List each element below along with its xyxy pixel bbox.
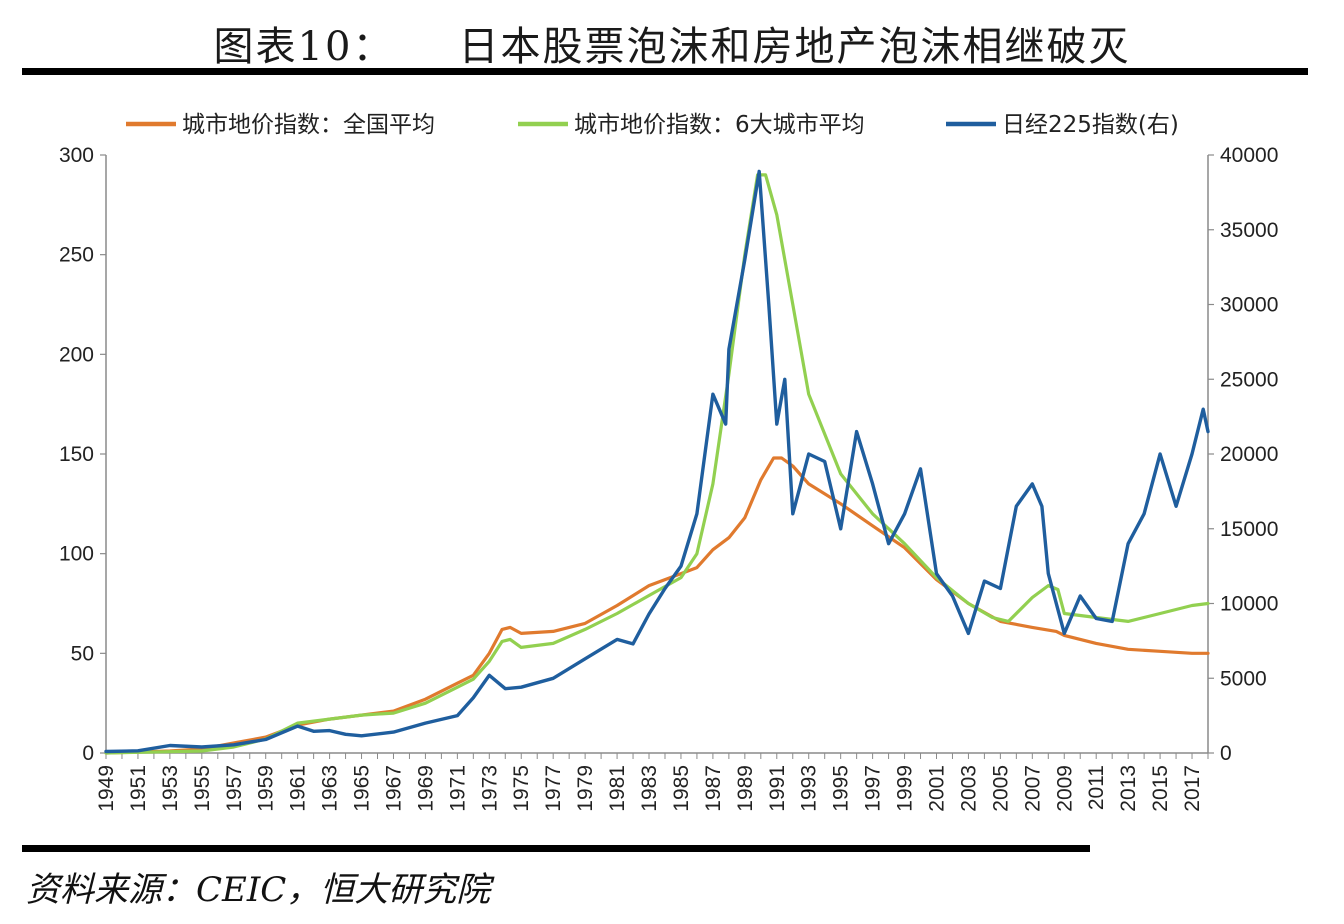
x-tick-label: 1989 bbox=[734, 765, 757, 812]
x-tick-label: 1983 bbox=[638, 765, 661, 812]
x-tick-label: 2005 bbox=[989, 765, 1012, 812]
x-tick-label: 1997 bbox=[862, 765, 885, 812]
x-tick-label: 1985 bbox=[670, 765, 693, 812]
x-tick-label: 1981 bbox=[606, 765, 629, 812]
y-left-tick-label: 50 bbox=[71, 642, 94, 665]
x-tick-label: 2009 bbox=[1053, 765, 1076, 812]
x-tick-label: 1971 bbox=[446, 765, 469, 812]
x-tick-label: 2011 bbox=[1085, 765, 1108, 810]
x-tick-label: 2007 bbox=[1021, 765, 1044, 812]
x-tick-label: 1959 bbox=[255, 765, 278, 812]
y-right-tick-label: 0 bbox=[1220, 742, 1232, 765]
figure-title: 日本股票泡沫和房地产泡沫相继破灭 bbox=[458, 24, 1131, 70]
x-tick-label: 1953 bbox=[159, 765, 182, 812]
y-right-tick-label: 40000 bbox=[1220, 144, 1278, 167]
x-tick-label: 1965 bbox=[351, 765, 374, 812]
y-right-tick-label: 25000 bbox=[1220, 368, 1278, 391]
x-tick-label: 1995 bbox=[830, 765, 853, 812]
x-tick-label: 1963 bbox=[319, 765, 342, 812]
y-right-tick-label: 15000 bbox=[1220, 518, 1278, 541]
x-tick-label: 2017 bbox=[1181, 765, 1204, 812]
y-left-tick-label: 0 bbox=[82, 742, 94, 765]
x-tick-label: 1951 bbox=[127, 765, 150, 812]
x-tick-label: 2015 bbox=[1149, 765, 1172, 812]
figure-number: 图表10： bbox=[213, 24, 395, 70]
y-left-tick-label: 300 bbox=[59, 144, 94, 167]
bottom-rule bbox=[22, 845, 1090, 852]
top-rule bbox=[22, 68, 1308, 75]
x-tick-label: 1993 bbox=[798, 765, 821, 812]
x-tick-label: 1973 bbox=[478, 765, 501, 812]
x-tick-label: 1979 bbox=[574, 765, 597, 812]
x-tick-label: 1955 bbox=[191, 765, 214, 812]
y-right-tick-label: 30000 bbox=[1220, 294, 1278, 317]
y-right-tick-label: 35000 bbox=[1220, 219, 1278, 242]
y-left-tick-label: 250 bbox=[59, 244, 94, 267]
x-tick-label: 1987 bbox=[702, 765, 725, 812]
y-left-tick-label: 200 bbox=[59, 343, 94, 366]
x-tick-label: 1961 bbox=[287, 765, 310, 812]
legend-label-3: 日经225指数(右) bbox=[1002, 112, 1179, 138]
y-left-tick-label: 150 bbox=[59, 443, 94, 466]
y-left-tick-label: 100 bbox=[59, 543, 94, 566]
chart-title: 图表10： 日本股票泡沫和房地产泡沫相继破灭 bbox=[0, 14, 1344, 72]
x-tick-label: 2001 bbox=[925, 765, 948, 812]
y-right-tick-label: 5000 bbox=[1220, 667, 1267, 690]
series-line-3 bbox=[104, 169, 1210, 754]
x-tick-label: 1957 bbox=[223, 765, 246, 812]
x-tick-label: 1975 bbox=[510, 765, 533, 812]
legend-label-2: 城市地价指数：6大城市平均 bbox=[574, 112, 865, 138]
x-tick-label: 1991 bbox=[766, 765, 789, 812]
y-right-tick-label: 10000 bbox=[1220, 593, 1278, 616]
x-tick-label: 1967 bbox=[382, 765, 405, 812]
x-tick-label: 1969 bbox=[414, 765, 437, 812]
x-tick-label: 1999 bbox=[894, 765, 917, 812]
legend-label-1: 城市地价指数：全国平均 bbox=[182, 112, 435, 138]
x-tick-label: 2003 bbox=[957, 765, 980, 812]
x-tick-label: 1949 bbox=[95, 765, 118, 812]
series-line-2 bbox=[104, 173, 1210, 755]
x-tick-label: 2013 bbox=[1117, 765, 1140, 812]
y-right-tick-label: 20000 bbox=[1220, 443, 1278, 466]
series-line-1 bbox=[104, 456, 1210, 755]
source-note: 资料来源：CEIC，恒大研究院 bbox=[26, 870, 491, 910]
x-tick-label: 1977 bbox=[542, 765, 565, 812]
